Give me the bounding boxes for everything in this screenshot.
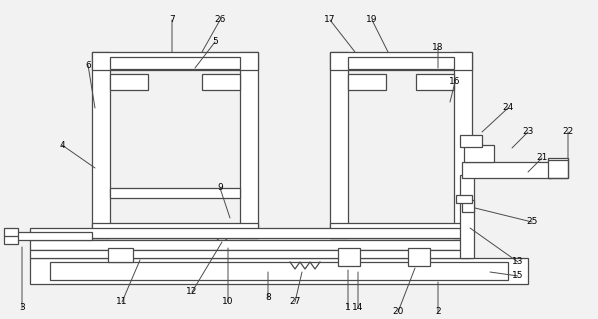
Text: 19: 19	[366, 16, 378, 25]
Bar	[456, 195, 472, 203]
Text: 10: 10	[222, 298, 234, 307]
Text: 15: 15	[512, 271, 524, 280]
Text: 17: 17	[324, 16, 335, 25]
Text: 22: 22	[562, 128, 573, 137]
Bar	[416, 74, 454, 90]
Bar	[110, 188, 240, 198]
Bar	[330, 52, 472, 70]
Bar	[202, 74, 240, 90]
Text: 6: 6	[85, 61, 91, 70]
Bar	[110, 74, 148, 90]
Bar	[454, 52, 472, 238]
Text: 11: 11	[116, 298, 128, 307]
Text: 27: 27	[289, 298, 301, 307]
Text: 8: 8	[265, 293, 271, 302]
Text: 5: 5	[212, 38, 218, 47]
Bar	[460, 135, 482, 147]
Text: 3: 3	[19, 303, 25, 313]
Text: 13: 13	[512, 257, 524, 266]
Text: 23: 23	[522, 128, 533, 137]
Text: 14: 14	[352, 303, 364, 313]
Bar	[30, 258, 528, 284]
Bar	[462, 162, 552, 178]
Bar	[338, 248, 360, 266]
Bar	[30, 228, 470, 238]
Bar	[460, 175, 474, 258]
Text: 12: 12	[187, 287, 198, 296]
Text: 24: 24	[502, 103, 514, 113]
Bar	[330, 223, 472, 238]
Text: 25: 25	[526, 218, 538, 226]
Bar	[92, 223, 258, 238]
Bar	[408, 248, 430, 266]
Text: 2: 2	[435, 308, 441, 316]
Bar	[92, 52, 110, 238]
Bar	[108, 248, 133, 262]
Bar	[4, 228, 18, 244]
Text: 21: 21	[536, 153, 548, 162]
Text: 9: 9	[217, 183, 223, 192]
Text: 18: 18	[432, 43, 444, 53]
Bar	[548, 158, 568, 178]
Bar	[348, 57, 454, 69]
Bar	[240, 52, 258, 238]
Bar	[50, 262, 508, 280]
Text: 20: 20	[392, 308, 404, 316]
Bar	[348, 74, 386, 90]
Text: 16: 16	[449, 78, 460, 86]
Bar	[330, 52, 348, 238]
Bar	[30, 240, 470, 250]
Bar	[462, 200, 474, 212]
Text: 7: 7	[169, 16, 175, 25]
Bar	[30, 250, 470, 258]
Text: 1: 1	[345, 303, 351, 313]
Bar	[110, 57, 240, 69]
Bar	[92, 52, 258, 70]
Bar	[10, 232, 92, 240]
Bar	[464, 145, 494, 162]
Text: 4: 4	[59, 140, 65, 150]
Text: 26: 26	[214, 16, 225, 25]
